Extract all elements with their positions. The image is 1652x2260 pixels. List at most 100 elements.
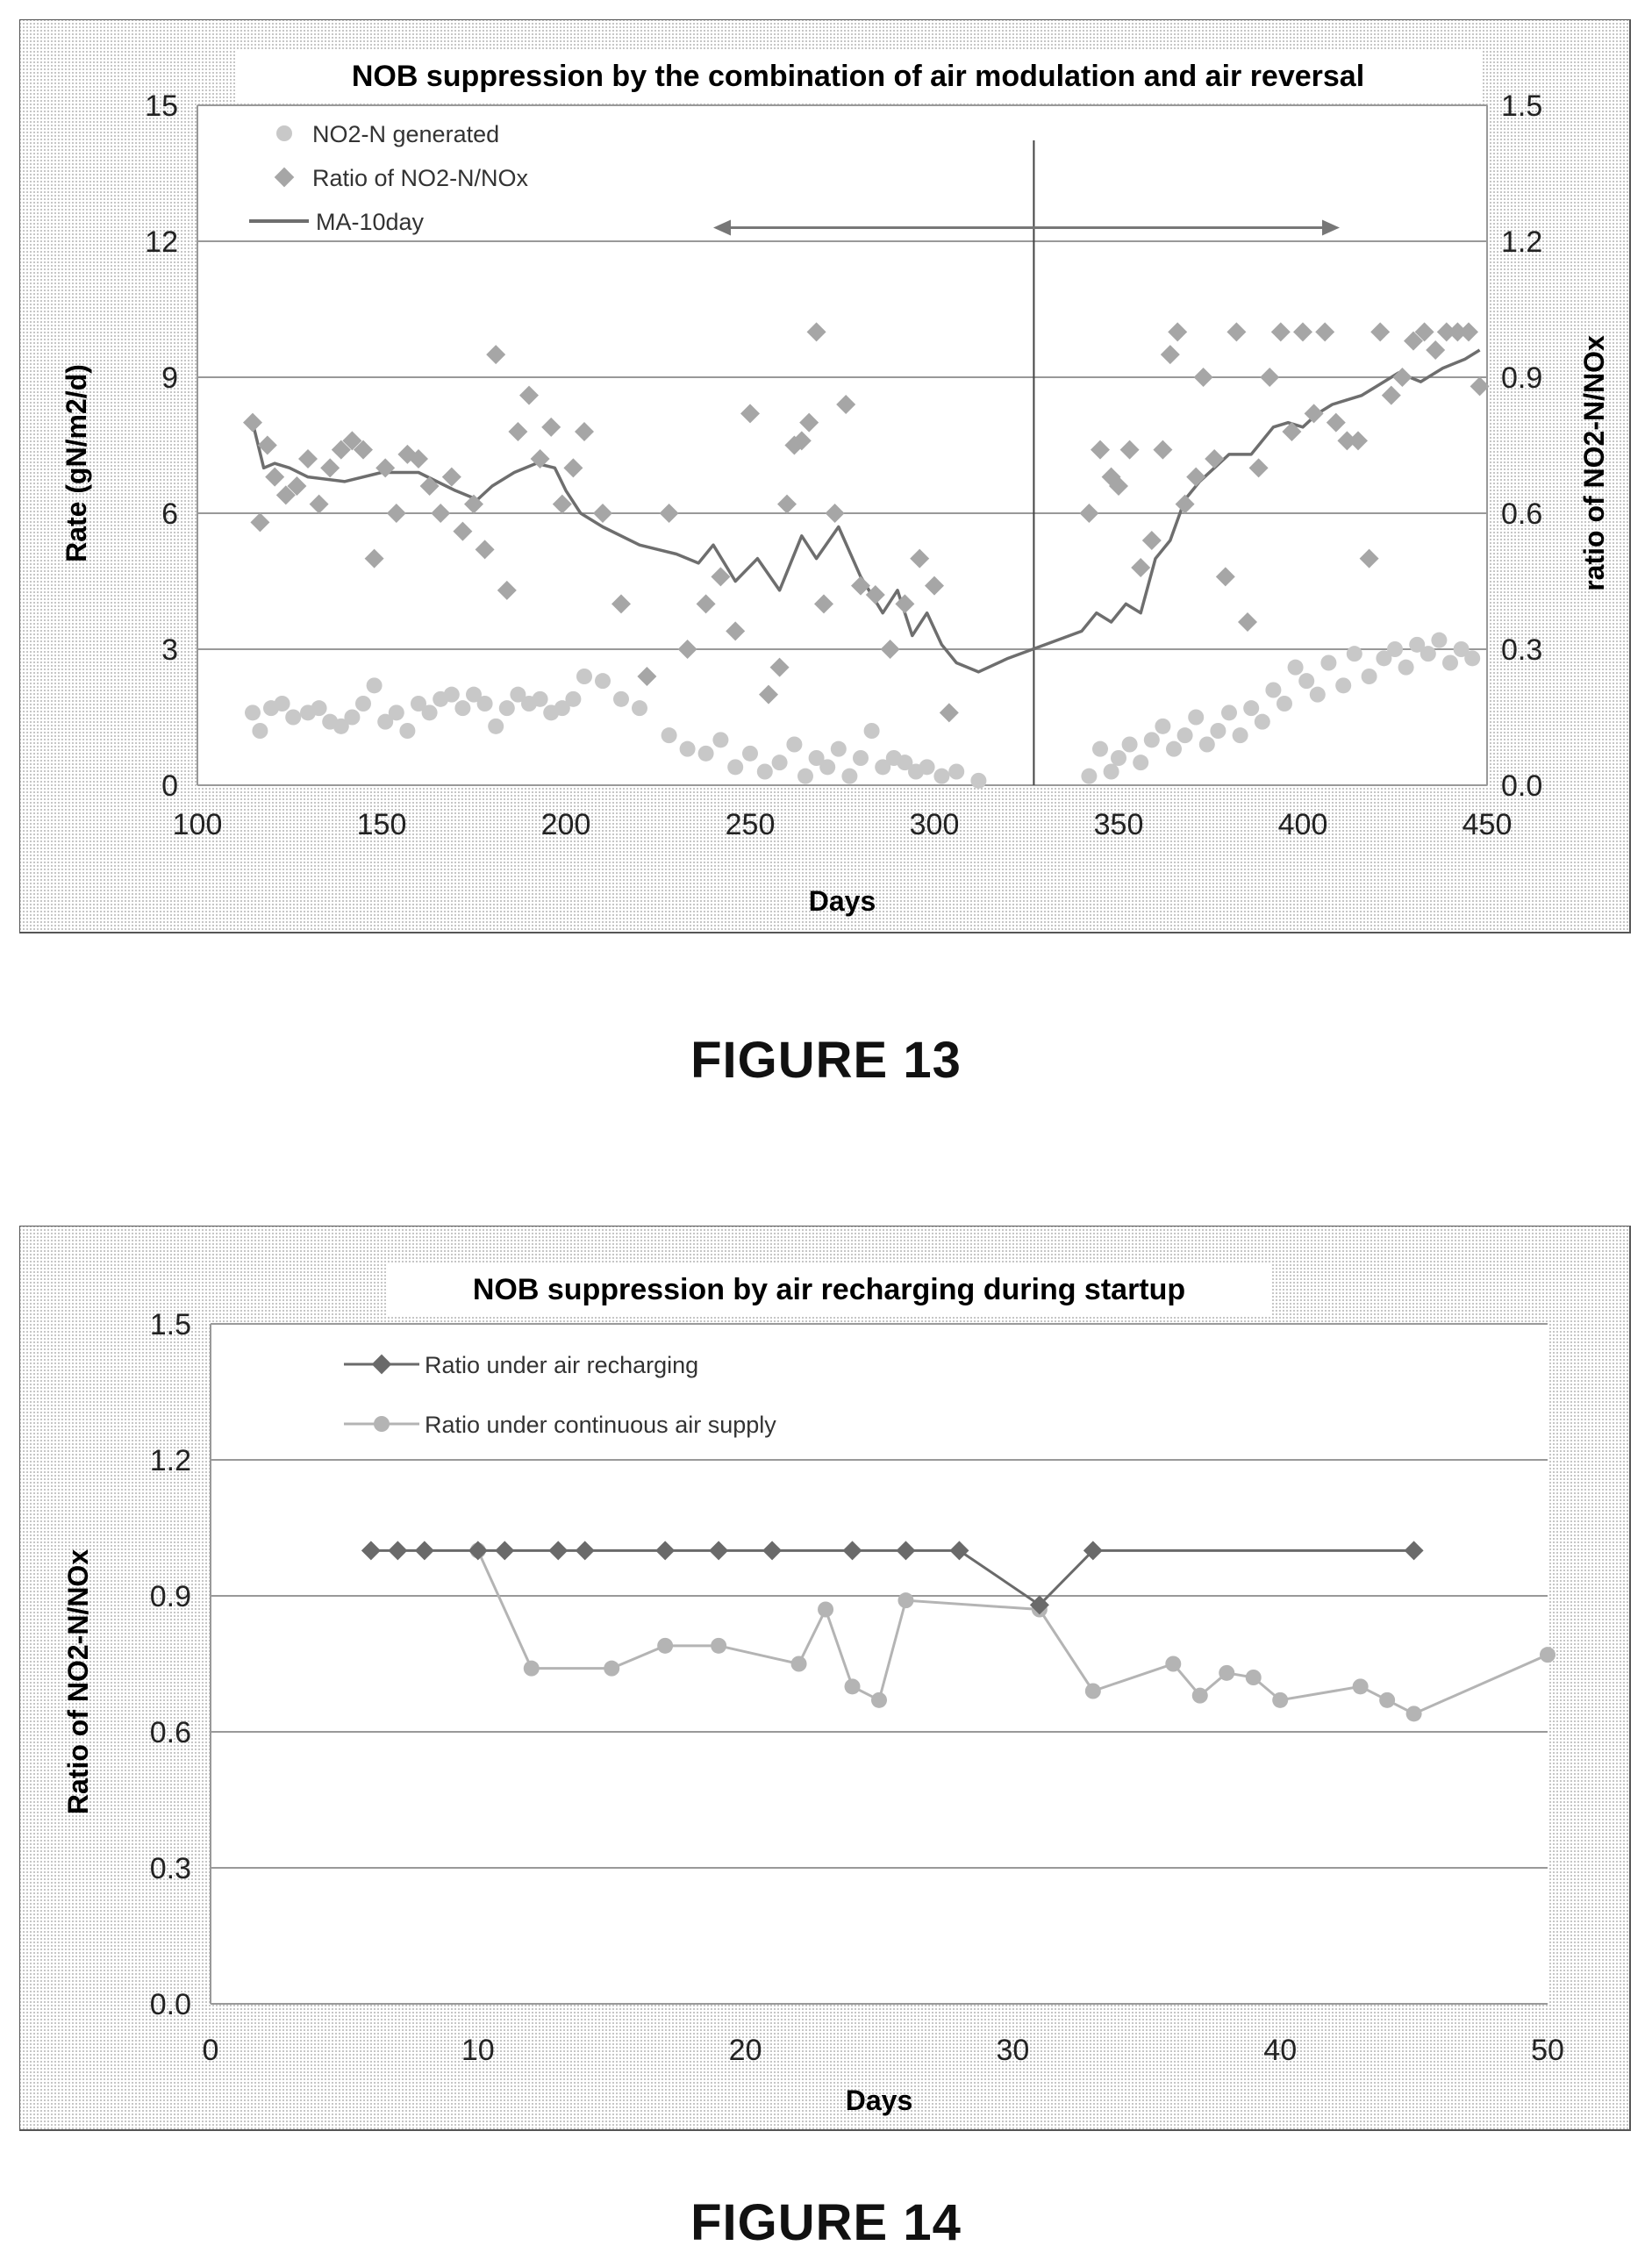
ratio-point bbox=[552, 494, 572, 514]
ratio-point bbox=[1260, 368, 1280, 387]
ratio-point bbox=[1426, 340, 1446, 360]
figure-13-chart: NOB suppression by the combination of ai… bbox=[19, 19, 1631, 933]
no2n-point bbox=[344, 709, 361, 726]
ratio-point bbox=[1370, 322, 1391, 342]
continuous-air-point bbox=[711, 1637, 727, 1654]
no2n-point bbox=[819, 759, 836, 776]
legend-label-2: Ratio of NO2-N/NOx bbox=[312, 165, 529, 191]
ratio-point bbox=[331, 440, 351, 460]
no2n-point bbox=[1232, 727, 1248, 744]
no2n-point bbox=[466, 686, 482, 703]
no2n-point bbox=[771, 755, 788, 771]
no2n-point bbox=[355, 696, 371, 712]
legend-label-2: Ratio under continuous air supply bbox=[425, 1412, 776, 1438]
no2n-point bbox=[697, 745, 714, 762]
air-recharging-point bbox=[414, 1541, 434, 1561]
no2n-point bbox=[613, 690, 629, 707]
continuous-air-point bbox=[1165, 1656, 1182, 1672]
no2n-point bbox=[1166, 740, 1182, 757]
ratio-point bbox=[910, 548, 930, 569]
continuous-air-point bbox=[871, 1691, 887, 1708]
no2n-point bbox=[1121, 736, 1138, 753]
legend: NO2-N generated Ratio of NO2-N/NOx MA-10… bbox=[249, 121, 529, 235]
ratio-point bbox=[711, 567, 731, 587]
x-tick-label: 30 bbox=[996, 2034, 1029, 2067]
no2n-point bbox=[510, 686, 526, 703]
ratio-point bbox=[1282, 422, 1302, 441]
ratio-point bbox=[1226, 322, 1247, 342]
no2n-point bbox=[1092, 740, 1108, 757]
ratio-point bbox=[1153, 440, 1173, 460]
air-recharging-point bbox=[548, 1541, 569, 1561]
continuous-air-point bbox=[844, 1678, 861, 1695]
ratio-point bbox=[880, 640, 900, 659]
x-tick-label: 20 bbox=[729, 2034, 762, 2067]
y2-tick-label: 0.3 bbox=[1501, 633, 1542, 667]
no2n-point bbox=[595, 673, 611, 690]
y-tick-label: 1.5 bbox=[150, 1308, 191, 1341]
no2n-point bbox=[1143, 732, 1160, 748]
continuous-air-point bbox=[818, 1601, 834, 1618]
continuous-air-point bbox=[1352, 1678, 1369, 1695]
air-recharging-point bbox=[575, 1541, 595, 1561]
ratio-point bbox=[925, 576, 944, 596]
ratio-point bbox=[1392, 368, 1412, 387]
continuous-air-point bbox=[1272, 1691, 1289, 1708]
ratio-point bbox=[1175, 494, 1195, 514]
y2-tick-label: 1.5 bbox=[1501, 89, 1542, 123]
y2-tick-label: 0.6 bbox=[1501, 497, 1542, 531]
ratio-point bbox=[453, 521, 473, 541]
ratio-point bbox=[1293, 322, 1312, 342]
ratio-point bbox=[939, 703, 959, 723]
ratio-point bbox=[320, 458, 340, 478]
x-tick-label: 400 bbox=[1278, 808, 1328, 841]
ratio-point bbox=[397, 444, 418, 464]
ratio-point bbox=[1193, 368, 1213, 387]
ratio-point bbox=[769, 657, 790, 677]
no2n-point bbox=[1442, 654, 1458, 671]
no2n-point bbox=[1277, 696, 1292, 712]
y-axis-label: Rate (gN/m2/d) bbox=[61, 364, 92, 562]
no2n-point bbox=[1320, 654, 1337, 671]
ratio-point bbox=[1168, 322, 1188, 342]
air-recharging-point bbox=[495, 1541, 515, 1561]
x-tick-label: 10 bbox=[461, 2034, 495, 2067]
no2n-point bbox=[786, 736, 803, 753]
ratio-point bbox=[464, 494, 483, 514]
title-box bbox=[235, 51, 1481, 102]
ratio-point bbox=[1141, 531, 1162, 550]
no2n-point bbox=[1188, 709, 1205, 726]
x-tick-label: 100 bbox=[173, 808, 223, 841]
ratio-point bbox=[409, 449, 428, 468]
x-tick-label: 0 bbox=[203, 2034, 219, 2067]
no2n-point bbox=[476, 696, 493, 712]
y-tick-label: 1.2 bbox=[150, 1444, 191, 1477]
ratio-point bbox=[1414, 322, 1434, 342]
ratio-point bbox=[250, 512, 270, 533]
ratio-point bbox=[475, 540, 495, 560]
ratio-point bbox=[611, 594, 631, 614]
plot-area bbox=[197, 105, 1487, 785]
legend-circle-icon bbox=[374, 1416, 390, 1432]
ratio-point bbox=[431, 504, 451, 523]
legend-label-1: NO2-N generated bbox=[312, 121, 499, 147]
ratio-point bbox=[836, 395, 856, 414]
no2n-point bbox=[366, 677, 383, 694]
no2n-point bbox=[565, 690, 582, 707]
no2n-point bbox=[712, 732, 729, 748]
no2n-point bbox=[554, 700, 570, 717]
y2-tick-label: 0.0 bbox=[1501, 769, 1542, 803]
continuous-air-point bbox=[1191, 1687, 1208, 1704]
y-tick-label: 6 bbox=[161, 497, 178, 531]
no2n-point bbox=[333, 718, 349, 734]
ratio-point bbox=[1404, 331, 1423, 351]
y-tick-label: 0.6 bbox=[150, 1716, 191, 1749]
ratio-point bbox=[1359, 548, 1379, 569]
ratio-point bbox=[563, 458, 583, 478]
y2-axis-label: ratio of NO2-N/NOx bbox=[1578, 335, 1610, 591]
y-tick-label: 0 bbox=[161, 769, 178, 803]
air-recharging-point bbox=[762, 1541, 783, 1561]
no2n-point bbox=[1254, 713, 1270, 730]
continuous-air-point bbox=[1245, 1670, 1262, 1685]
data-marks bbox=[361, 1541, 1555, 1722]
